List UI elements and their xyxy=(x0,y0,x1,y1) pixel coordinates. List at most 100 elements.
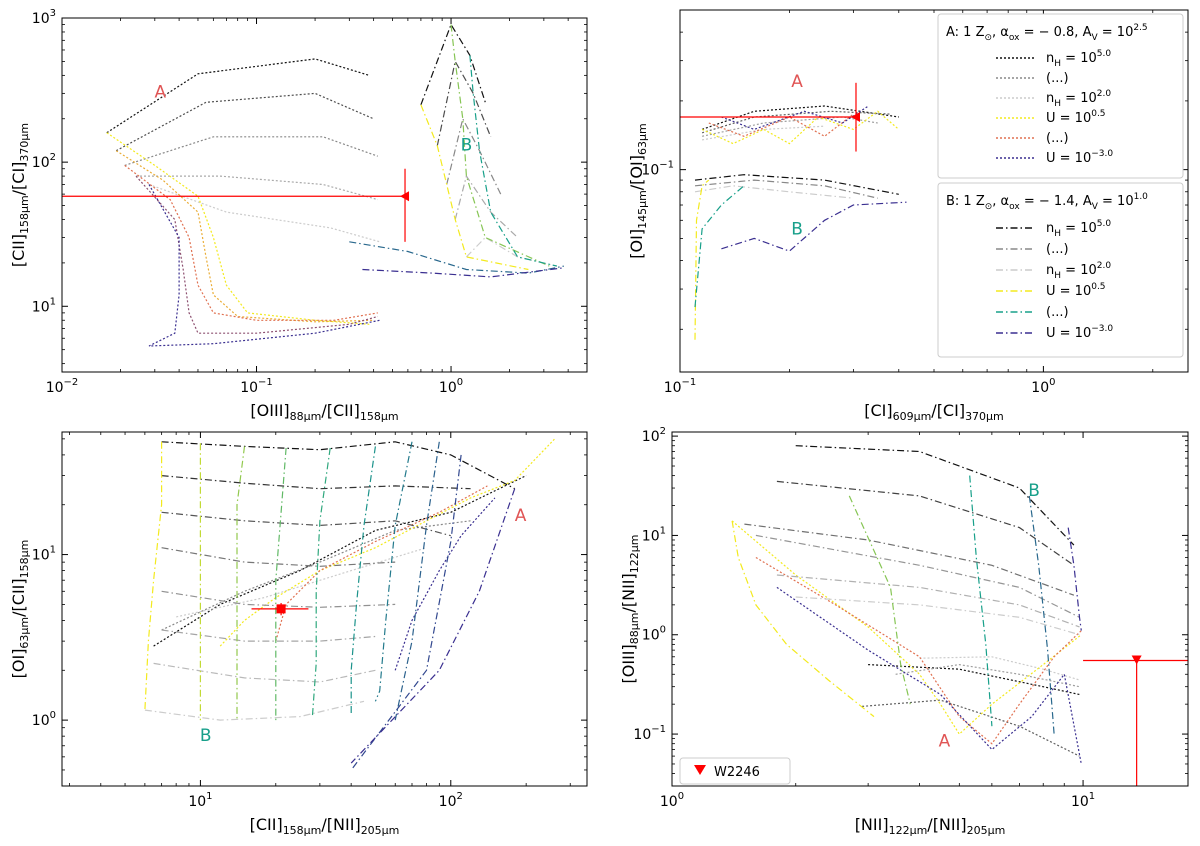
gridB-U-line xyxy=(1028,495,1055,735)
x-tick-label: 102 xyxy=(439,791,463,810)
gridA-U-line xyxy=(219,438,556,647)
legend-item: U = 10−3.0 xyxy=(996,324,1113,341)
gridA-U-line xyxy=(721,105,869,131)
grid-label-B: B xyxy=(1028,481,1040,501)
y-tick-label: 100 xyxy=(642,625,666,644)
legend-item: (...) xyxy=(996,71,1069,86)
gridB-density-line xyxy=(744,523,1075,596)
gridB-U-line xyxy=(450,24,550,267)
axes-frame xyxy=(61,17,588,373)
gridB-density-line xyxy=(161,629,376,642)
gridA-density-line xyxy=(115,92,374,152)
gridB-density-line xyxy=(755,534,1080,618)
y-tick-label: 103 xyxy=(32,8,56,27)
gridA-density-line xyxy=(124,136,379,166)
x-axis-label: [CII]158μm/[NII]205μm xyxy=(250,815,400,837)
gridB-U-line xyxy=(848,495,911,705)
axes-frame xyxy=(671,431,1189,787)
legend-label: U = 100.5 xyxy=(1046,282,1106,299)
observation-marker xyxy=(276,604,286,614)
legend-label: nH = 105.0 xyxy=(1046,49,1111,69)
legend-label: (...) xyxy=(1046,305,1069,320)
y-tick-label: 102 xyxy=(642,426,666,445)
gridB-density-line xyxy=(694,174,899,195)
gridB-density-line xyxy=(161,547,396,567)
legend-item: (...) xyxy=(996,131,1069,146)
gridB-U-line xyxy=(731,520,875,718)
observation-marker xyxy=(400,191,410,202)
gridA-U-line xyxy=(275,485,488,642)
y-tick-label: 101 xyxy=(642,525,666,544)
gridB-U-line xyxy=(394,441,440,721)
legend-B-box xyxy=(937,182,1184,358)
gridA-density-line xyxy=(895,663,1080,688)
y-tick-label: 10−1 xyxy=(633,724,666,743)
legend-item: (...) xyxy=(996,305,1069,320)
y-tick-label: 101 xyxy=(32,296,56,315)
x-axis-label: [NII]122μm/[NII]205μm xyxy=(855,815,1006,837)
gridA-U-line xyxy=(755,556,1082,745)
grid-label-A: A xyxy=(515,506,527,526)
x-tick-label: 100 xyxy=(439,377,463,396)
gridB-U-line xyxy=(1067,527,1082,631)
legend-item: U = 10−3.0 xyxy=(996,149,1113,166)
gridB-density-line xyxy=(465,236,558,267)
axes-frame xyxy=(61,431,588,787)
gridB-density-line xyxy=(153,662,376,683)
plot-area xyxy=(680,82,907,340)
gridB-density-line xyxy=(795,596,1080,636)
gridB-U-line xyxy=(374,441,413,702)
legend-top-right: A: 1 Z⊙, αox = − 0.8, AV = 102.5 nH = 105… xyxy=(937,13,1184,358)
gridA-density-line xyxy=(161,520,471,631)
gridB-density-line xyxy=(436,59,492,146)
gridB-U-line xyxy=(350,488,516,764)
gridB-density-line xyxy=(161,441,515,490)
gridA-density-line xyxy=(919,656,1080,681)
legend-w2246-marker xyxy=(694,765,706,775)
legend-label: U = 10−3.0 xyxy=(1046,324,1113,341)
gridB-density-line xyxy=(795,445,1075,546)
gridB-U-line xyxy=(350,446,376,714)
grid-label-A: A xyxy=(791,72,803,92)
gridB-U-line xyxy=(350,454,462,771)
legend-label: (...) xyxy=(1046,242,1069,257)
gridB-U-line xyxy=(694,185,745,308)
gridA-density-line xyxy=(153,475,527,647)
legend-item: U = 100.5 xyxy=(996,109,1106,126)
grid-label-B: B xyxy=(200,726,212,746)
gridB-U-line xyxy=(469,55,558,267)
gridB-density-line xyxy=(694,179,878,199)
gridA-density-line xyxy=(862,699,1080,757)
gridB-density-line xyxy=(144,700,365,721)
legend-item: (...) xyxy=(996,242,1069,257)
gridB-U-line xyxy=(362,267,564,278)
gridB-U-line xyxy=(144,441,163,711)
y-tick-label: 10−1 xyxy=(641,160,674,179)
x-tick-label: 101 xyxy=(1071,791,1095,810)
gridA-U-line xyxy=(115,150,374,323)
gridB-U-line xyxy=(311,447,331,717)
y-axis-label: [OI]145μm/[OI]63μm xyxy=(627,123,649,258)
legend-label: (...) xyxy=(1046,71,1069,86)
gridB-U-line xyxy=(420,104,529,271)
legend-w2246-box xyxy=(679,757,791,785)
gridB-U-line xyxy=(721,201,907,252)
grid-label-A: A xyxy=(154,83,166,103)
gridA-U-line xyxy=(394,497,496,671)
legend-header: A: 1 Z⊙, αox = − 0.8, AV = 102.5 xyxy=(946,23,1148,43)
legend-label: nH = 102.0 xyxy=(1046,261,1111,281)
grid-label-A: A xyxy=(939,731,951,751)
legend-A-box xyxy=(937,13,1184,179)
gridA-U-line xyxy=(106,132,370,325)
gridA-U-line xyxy=(135,175,378,334)
legend-item: nH = 102.0 xyxy=(996,89,1111,109)
legend-bottom-right: W2246 xyxy=(679,757,791,785)
gridA-density-line xyxy=(868,664,1080,696)
gridA-U-line xyxy=(708,113,854,138)
gridB-density-line xyxy=(161,475,471,490)
gridB-density-line xyxy=(454,174,519,238)
legend-label: nH = 105.0 xyxy=(1046,219,1111,239)
x-tick-label: 100 xyxy=(1031,377,1055,396)
gridA-density-line xyxy=(701,110,891,134)
